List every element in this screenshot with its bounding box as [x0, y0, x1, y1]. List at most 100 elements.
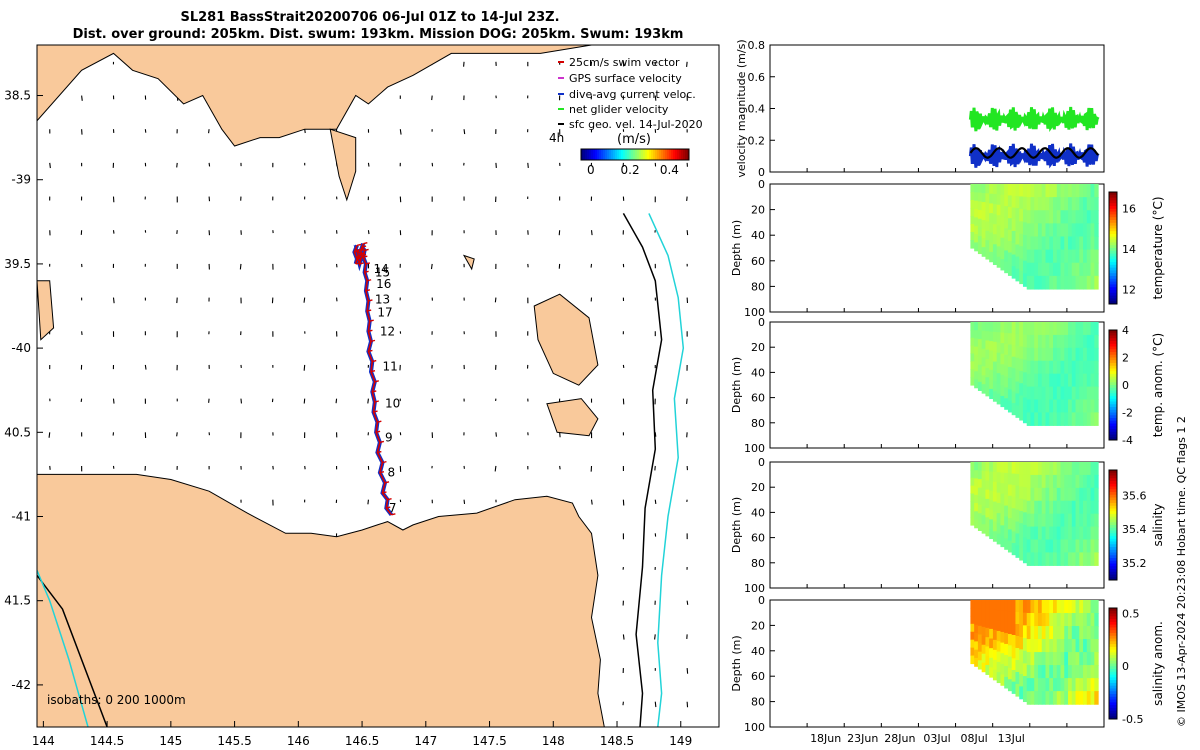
temperature-cell: [1056, 262, 1062, 277]
current-arrow: [686, 398, 688, 405]
salinity-cell: [1000, 472, 1005, 484]
salinity-anomaly-cell: [1000, 653, 1005, 665]
time-axis: 18Jun 23Jun 28Jun 03Jul 08Jul 13Jul: [806, 168, 1068, 745]
temp-anomaly-cell: [1045, 347, 1050, 362]
salinity-anomaly-cell: [977, 651, 983, 661]
salinity-cell: [1086, 500, 1092, 515]
map-x-ticks: 144 144.5 145 145.5 146 146.5 147 147.5 148 148.5…: [32, 721, 692, 748]
temperature-cell: [1026, 275, 1032, 290]
salinity-anomaly-cell: [1026, 626, 1032, 640]
temp-anomaly-cell: [1007, 344, 1013, 357]
salinity-colorbar-cell: [1109, 577, 1117, 581]
salinity-cell: [1079, 500, 1084, 515]
colorbar-cell: [613, 149, 616, 160]
temperature-cell: [977, 210, 983, 220]
salinity-anomaly-cell: [1090, 639, 1095, 653]
temp-anomaly-cell: [1083, 399, 1088, 414]
swim-vector: [379, 471, 385, 474]
swim-vector: [379, 440, 385, 444]
salinity-anomaly-colorbar-cell: [1109, 638, 1117, 642]
salinity-anomaly-cell: [1049, 600, 1054, 614]
salinity-anomaly-cell: [1007, 656, 1013, 669]
salinity-anomaly-cell: [1056, 678, 1062, 692]
temperature-cell: [974, 225, 979, 235]
temperature-cell: [1083, 197, 1088, 211]
salinity-colorbar-cell: [1109, 552, 1117, 556]
salinity-anomaly-cell: [1034, 626, 1039, 640]
current-arrow: [590, 230, 593, 236]
salinity-cell: [1094, 474, 1099, 489]
salinity-cell: [985, 498, 990, 509]
salinity-anomaly-cell: [1068, 613, 1073, 627]
salinity-cell: [1007, 473, 1013, 486]
salinity-cell: [1094, 487, 1099, 502]
salinity-anomaly-cell: [1037, 678, 1043, 692]
temp-anomaly-cell: [1007, 355, 1013, 368]
temp-anomaly-cell: [1034, 386, 1039, 401]
salinity-cell: [1000, 535, 1005, 548]
colorbar-cell: [635, 149, 638, 160]
salinity-cell: [1045, 462, 1050, 476]
temp-anomaly-cell: [1064, 412, 1069, 426]
salinity-cell: [970, 517, 975, 526]
legend-item-swim: 25cm/s swim vector: [558, 56, 680, 69]
temp-anomaly-cell: [1026, 360, 1032, 375]
colorbar-cell: [593, 149, 596, 160]
temp-anomaly-cell: [1060, 360, 1065, 375]
swim-vector: [356, 257, 362, 260]
salinity-anomaly-colorbar-cell: [1109, 635, 1117, 640]
temp-anomaly-colorbar-cell: [1109, 371, 1117, 375]
current-arrow: [208, 129, 210, 134]
salinity-cell: [1022, 462, 1028, 476]
temp-anomaly-ylabel: Depth (m): [730, 357, 743, 413]
temp-anomaly-cell: [1019, 346, 1024, 360]
temp-anomaly-cell: [1041, 334, 1047, 349]
swim-vector: [369, 319, 374, 322]
temp-anomaly-cell: [1019, 322, 1024, 335]
temp-anomaly-colorbar-cell: [1109, 338, 1117, 342]
salinity-cell: [1079, 487, 1084, 502]
salinity-anomaly-cell: [1086, 600, 1092, 614]
credit-text: © IMOS 13-Apr-2024 20:23:08 Hobart time.…: [1175, 416, 1188, 727]
salinity-anomaly-cell: [1030, 691, 1035, 705]
salinity-colorbar-cell: [1109, 494, 1117, 498]
temperature-cell: [1019, 258, 1024, 272]
salinity-anomaly-cell: [989, 628, 994, 640]
salinity-anomaly-cell: [1022, 663, 1028, 677]
salinity-anomaly-cell: [1004, 654, 1009, 667]
temp-anomaly-cell: [992, 391, 998, 402]
salinity-anomaly-cell: [1094, 639, 1099, 653]
temperature-cell: [989, 222, 994, 234]
salinity-anomaly-cell: [996, 641, 1002, 653]
current-arrow: [654, 95, 657, 101]
salinity-anomaly-cell: [1007, 622, 1013, 635]
temp-anomaly-cell: [1060, 373, 1065, 388]
current-arrow: [112, 297, 115, 304]
current-arrow: [367, 162, 370, 167]
salinity-anomaly-cell: [1004, 676, 1009, 689]
temp-anomaly-cell: [1034, 360, 1039, 375]
temperature-cell: [1056, 223, 1062, 238]
salinity-anomaly-cell: [1030, 652, 1035, 666]
salinity-anomaly-cell: [1022, 612, 1028, 626]
temperature-cell: [1045, 223, 1050, 238]
temperature-cell: [1007, 241, 1013, 254]
land-wilsons-prom: [329, 128, 357, 202]
temp-anomaly-cell: [1086, 360, 1092, 375]
temp-anomaly-cell: [1075, 386, 1080, 401]
temperature-cell: [1026, 262, 1032, 277]
temperature-cell: [1068, 223, 1073, 238]
salinity-anomaly-cell: [1004, 600, 1009, 612]
temperature-cell: [1064, 262, 1069, 277]
temp-anomaly-cell: [1007, 333, 1013, 346]
salinity-anomaly-colorbar-cell: [1109, 691, 1117, 695]
temperature-cell: [1037, 223, 1043, 238]
salinity-anomaly-cell: [1053, 665, 1058, 679]
temp-anomaly-cell: [985, 368, 990, 378]
salinity-anomaly-cell: [1064, 600, 1069, 614]
salinity-anomaly-cell: [1053, 691, 1058, 705]
temp-anomaly-cell: [1022, 372, 1028, 386]
salinity-cell: [1083, 487, 1088, 502]
salinity-cell: [1045, 500, 1050, 515]
temp-anomaly-cell: [1049, 334, 1054, 349]
